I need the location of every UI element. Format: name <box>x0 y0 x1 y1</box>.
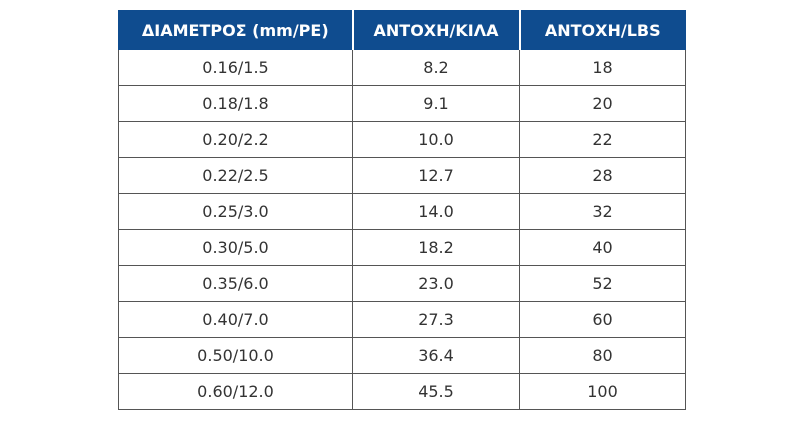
table-cell: 0.25/3.0 <box>118 193 353 230</box>
table-cell: 0.60/12.0 <box>118 373 353 410</box>
table-cell: 0.50/10.0 <box>118 337 353 374</box>
table-cell: 100 <box>519 373 686 410</box>
table-row: 0.30/5.0 18.2 40 <box>118 229 686 266</box>
table-cell: 8.2 <box>352 49 520 86</box>
table-cell: 45.5 <box>352 373 520 410</box>
table-cell: 52 <box>519 265 686 302</box>
table-row: 0.50/10.0 36.4 80 <box>118 337 686 374</box>
table-cell: 18 <box>519 49 686 86</box>
table-cell: 0.30/5.0 <box>118 229 353 266</box>
table-cell: 23.0 <box>352 265 520 302</box>
header-cell: ΑΝΤΟΧΗ/LBS <box>518 10 686 50</box>
table-cell: 12.7 <box>352 157 520 194</box>
table-row: 0.35/6.0 23.0 52 <box>118 265 686 302</box>
table-cell: 0.40/7.0 <box>118 301 353 338</box>
table-row: 0.40/7.0 27.3 60 <box>118 301 686 338</box>
table-body: 0.16/1.5 8.2 18 0.18/1.8 9.1 20 0.20/2.2 10.0 22… <box>118 49 686 410</box>
table-cell: 40 <box>519 229 686 266</box>
table-row: 0.22/2.5 12.7 28 <box>118 157 686 194</box>
table-cell: 0.18/1.8 <box>118 85 353 122</box>
table-row: 0.18/1.8 9.1 20 <box>118 85 686 122</box>
table-cell: 22 <box>519 121 686 158</box>
table-cell: 27.3 <box>352 301 520 338</box>
table-cell: 18.2 <box>352 229 520 266</box>
table-row: 0.20/2.2 10.0 22 <box>118 121 686 158</box>
table-cell: 0.20/2.2 <box>118 121 353 158</box>
table-cell: 9.1 <box>352 85 520 122</box>
header-cell: ΑΝΤΟΧΗ/ΚΙΛΑ <box>351 10 520 50</box>
table-cell: 14.0 <box>352 193 520 230</box>
table-cell: 32 <box>519 193 686 230</box>
table-row: 0.25/3.0 14.0 32 <box>118 193 686 230</box>
table-header: ΔΙΑΜΕΤΡΟΣ (mm/PE) ΑΝΤΟΧΗ/ΚΙΛΑ ΑΝΤΟΧΗ/LBS <box>118 10 686 50</box>
table-cell: 60 <box>519 301 686 338</box>
table-cell: 80 <box>519 337 686 374</box>
header-cell: ΔΙΑΜΕΤΡΟΣ (mm/PE) <box>118 10 353 50</box>
table-cell: 36.4 <box>352 337 520 374</box>
header-row: ΔΙΑΜΕΤΡΟΣ (mm/PE) ΑΝΤΟΧΗ/ΚΙΛΑ ΑΝΤΟΧΗ/LBS <box>118 10 686 50</box>
strength-table: ΔΙΑΜΕΤΡΟΣ (mm/PE) ΑΝΤΟΧΗ/ΚΙΛΑ ΑΝΤΟΧΗ/LBS… <box>118 10 686 410</box>
table-cell: 0.22/2.5 <box>118 157 353 194</box>
table-cell: 20 <box>519 85 686 122</box>
table-cell: 10.0 <box>352 121 520 158</box>
table-row: 0.60/12.0 45.5 100 <box>118 373 686 410</box>
table-cell: 28 <box>519 157 686 194</box>
table-cell: 0.35/6.0 <box>118 265 353 302</box>
table-cell: 0.16/1.5 <box>118 49 353 86</box>
table-row: 0.16/1.5 8.2 18 <box>118 49 686 86</box>
